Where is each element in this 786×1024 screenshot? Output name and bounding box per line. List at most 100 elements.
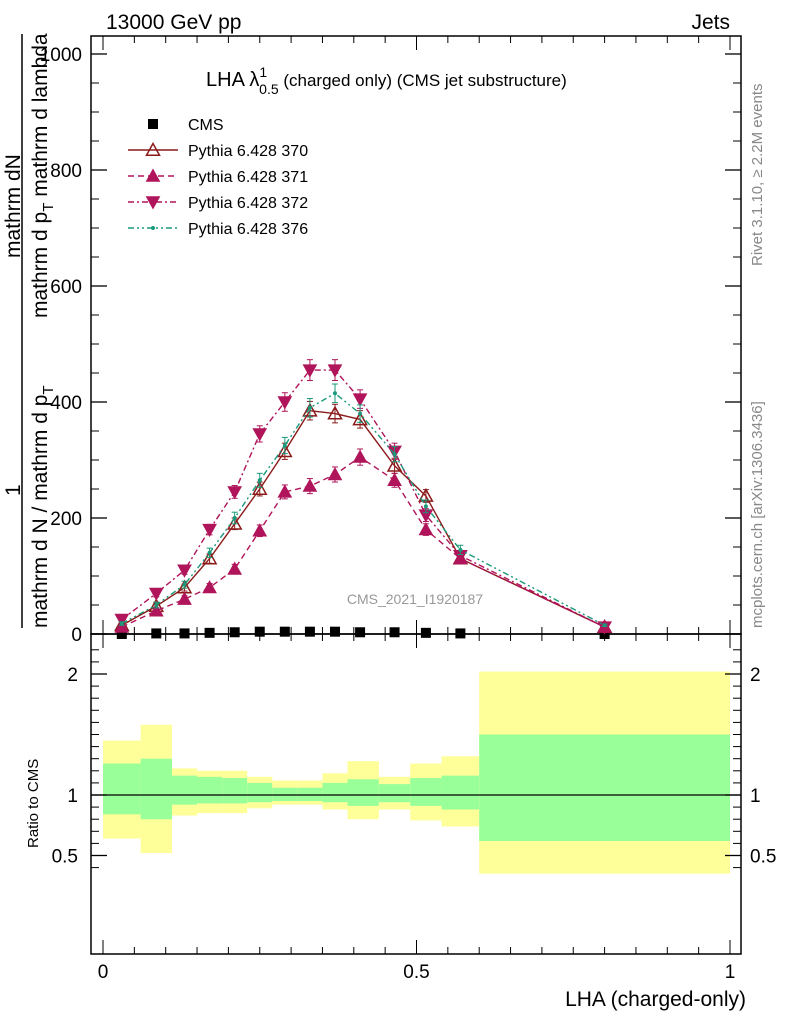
y-tick-label: 400 bbox=[50, 393, 82, 414]
data-point bbox=[392, 452, 397, 457]
data-point bbox=[277, 443, 293, 458]
data-point bbox=[182, 582, 187, 587]
inner-band bbox=[247, 782, 273, 803]
ratio-x-ticks: 0 0.5 1 bbox=[98, 634, 736, 983]
legend-marker bbox=[148, 119, 158, 129]
data-point bbox=[179, 628, 190, 639]
inner-band bbox=[479, 734, 730, 841]
data-point bbox=[119, 621, 124, 626]
data-point bbox=[332, 391, 337, 396]
data-point bbox=[304, 626, 315, 637]
data-point bbox=[420, 627, 431, 638]
inner-band bbox=[140, 758, 172, 820]
title-sup: 1 bbox=[259, 64, 267, 80]
inner-band bbox=[103, 763, 141, 815]
ratio-x-tick-label: 1 bbox=[725, 962, 736, 983]
data-point bbox=[177, 591, 192, 605]
inner-band bbox=[441, 775, 480, 810]
data-point bbox=[254, 626, 265, 637]
data-point bbox=[418, 522, 434, 536]
data-point bbox=[327, 466, 343, 481]
data-point bbox=[257, 478, 262, 483]
data-point bbox=[423, 504, 428, 509]
legend: CMS Pythia 6.428 370 Pythia 6.428 371 Pythi… bbox=[128, 117, 308, 238]
legend-marker bbox=[145, 168, 161, 182]
data-point bbox=[252, 523, 268, 537]
legend-entry: CMS bbox=[148, 117, 224, 134]
data-point bbox=[352, 411, 368, 426]
series-3 bbox=[114, 359, 612, 635]
y-tick-label: 0 bbox=[71, 625, 82, 646]
ratio-y-tick-label-right: 2 bbox=[750, 665, 761, 686]
data-point bbox=[279, 626, 290, 637]
series-line bbox=[121, 369, 605, 628]
data-point bbox=[204, 627, 215, 638]
title-rest: (charged only) (CMS jet substructure) bbox=[279, 71, 567, 90]
ylabel-right-rest: mathrm d lambda bbox=[29, 33, 52, 203]
data-point bbox=[389, 627, 400, 638]
legend-label: Pythia 6.428 372 bbox=[188, 195, 308, 212]
inner-band bbox=[378, 784, 411, 803]
data-point bbox=[329, 626, 340, 637]
data-point bbox=[458, 547, 463, 552]
ylabel-numerator: mathrm dN bbox=[2, 154, 25, 258]
data-point bbox=[302, 364, 318, 378]
data-point bbox=[154, 603, 159, 607]
data-point bbox=[148, 603, 164, 617]
series-0 bbox=[116, 626, 610, 639]
series-line bbox=[121, 392, 605, 626]
data-point bbox=[227, 561, 243, 575]
y-tick-label: 200 bbox=[50, 509, 82, 530]
data-point bbox=[352, 449, 368, 463]
data-point bbox=[227, 486, 243, 500]
legend-label: Pythia 6.428 376 bbox=[188, 221, 308, 238]
data-point bbox=[202, 523, 217, 538]
data-point bbox=[387, 472, 402, 486]
data-point bbox=[386, 457, 403, 472]
series-layer bbox=[114, 359, 613, 639]
legend-entry: Pythia 6.428 376 bbox=[128, 221, 308, 238]
data-point bbox=[232, 516, 237, 520]
data-point bbox=[148, 587, 164, 601]
data-point bbox=[207, 550, 212, 555]
data-point bbox=[151, 628, 162, 639]
ratio-bands bbox=[103, 671, 730, 874]
data-point bbox=[177, 564, 192, 578]
data-point bbox=[327, 364, 343, 378]
ratio-y-tick-label-left: 1 bbox=[67, 786, 78, 807]
rivet-note: Rivet 3.1.10, ≥ 2.2M events bbox=[749, 84, 766, 267]
watermark: CMS_2021_I1920187 bbox=[347, 591, 483, 607]
data-point bbox=[114, 613, 130, 628]
ylabel-left-sub: T bbox=[40, 385, 57, 394]
legend-marker bbox=[145, 141, 161, 156]
legend-marker bbox=[151, 226, 155, 230]
data-point bbox=[302, 478, 318, 492]
header-right: Jets bbox=[691, 11, 730, 34]
inner-band bbox=[347, 779, 379, 806]
series-2 bbox=[114, 448, 612, 633]
inner-band bbox=[272, 787, 298, 802]
data-point bbox=[455, 628, 466, 639]
ratio-y-tick-label-right: 1 bbox=[750, 786, 761, 807]
ratio-x-tick-label: 0.5 bbox=[403, 962, 429, 983]
legend-entry: Pythia 6.428 371 bbox=[128, 168, 308, 186]
ratio-y-tick-label-left: 2 bbox=[67, 665, 78, 686]
y-tick-label: 600 bbox=[50, 277, 82, 298]
xlabel: LHA (charged-only) bbox=[565, 988, 746, 1011]
header-left: 13000 GeV pp bbox=[106, 11, 241, 34]
ratio-x-tick-label: 0 bbox=[98, 962, 109, 983]
data-point bbox=[252, 428, 268, 442]
ylabel-left: mathrm d N / mathrm d pT bbox=[29, 385, 57, 628]
ylabel-right-main: mathrm d p bbox=[29, 212, 52, 318]
ratio-y-tick-label-right: 0.5 bbox=[750, 847, 776, 868]
ylabel-top: 1 bbox=[2, 484, 25, 496]
data-point bbox=[201, 550, 218, 565]
inner-band bbox=[197, 776, 223, 804]
data-point bbox=[358, 411, 363, 416]
legend-label: Pythia 6.428 370 bbox=[188, 143, 308, 160]
ratio-y-tick-label-left: 0.5 bbox=[52, 847, 78, 868]
y-tick-label: 1000 bbox=[40, 45, 82, 66]
legend-marker bbox=[145, 196, 161, 210]
legend-label: CMS bbox=[188, 117, 224, 134]
